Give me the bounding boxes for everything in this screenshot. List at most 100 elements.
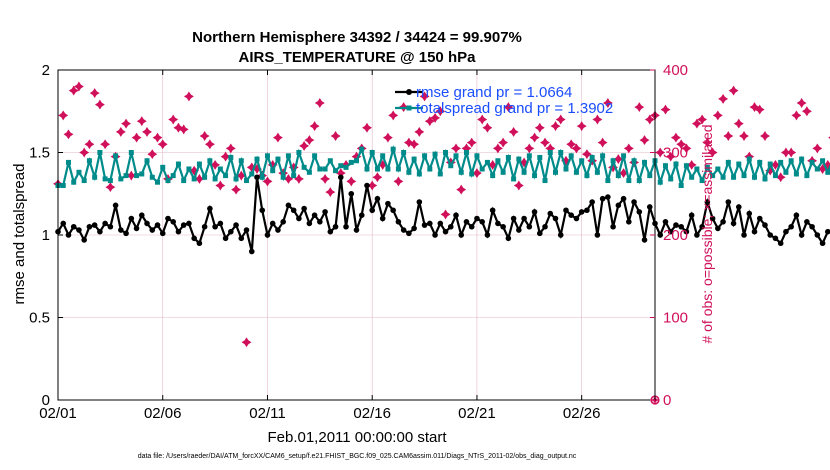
rmse-point <box>343 223 349 230</box>
x-tick-label: 02/01 <box>39 405 77 422</box>
totalspread-point <box>65 159 71 165</box>
totalspread-point <box>762 176 768 182</box>
totalspread-point <box>217 166 223 172</box>
obs-assimilated-point <box>419 91 430 102</box>
totalspread-point <box>453 153 459 159</box>
rmse-point <box>814 232 821 238</box>
totalspread-point <box>395 166 401 172</box>
rmse-point <box>463 219 470 225</box>
obs-assimilated-point <box>304 135 315 146</box>
totalspread-point <box>626 178 632 184</box>
rmse-point <box>311 212 318 218</box>
totalspread-point <box>757 159 763 165</box>
obs-assimilated-point <box>712 110 723 121</box>
totalspread-point <box>731 174 737 180</box>
rmse-point <box>285 202 292 209</box>
totalspread-point <box>102 176 108 182</box>
obs-assimilated-point <box>58 110 69 121</box>
totalspread-point <box>422 153 428 159</box>
totalspread-point <box>364 166 370 172</box>
totalspread-point <box>191 176 197 182</box>
obs-assimilated-point <box>372 172 383 183</box>
totalspread-point <box>144 158 150 164</box>
totalspread-point <box>432 151 438 157</box>
totalspread-point <box>809 159 815 165</box>
obs-assimilated-point <box>718 93 729 104</box>
obs-assimilated-point <box>183 91 194 102</box>
obs-assimilated-point <box>670 132 681 143</box>
totalspread-point <box>511 176 517 182</box>
rmse-point <box>646 204 653 210</box>
totalspread-point <box>788 158 794 164</box>
rmse-point <box>201 223 208 230</box>
rmse-point <box>631 199 637 205</box>
rmse-point <box>783 228 789 235</box>
rmse-point <box>547 210 554 217</box>
y-tick-label: 1 <box>42 227 50 244</box>
totalspread-point <box>579 158 585 164</box>
rmse-point <box>809 223 815 230</box>
obs-assimilated-point <box>697 114 708 125</box>
obs-assimilated-point <box>121 118 132 129</box>
obs-assimilated-point <box>760 131 770 141</box>
obs-assimilated-point <box>702 137 713 148</box>
totalspread-point <box>202 174 208 180</box>
rmse-point <box>228 228 234 235</box>
totalspread-point <box>128 150 134 155</box>
rmse-point <box>154 222 161 228</box>
obs-assimilated-point <box>299 140 310 151</box>
obs-assimilated-point <box>147 149 158 160</box>
x-tick-label: 02/06 <box>144 405 182 422</box>
rmse-point <box>673 222 679 228</box>
rmse-point <box>406 230 412 237</box>
obs-assimilated-point <box>68 85 79 96</box>
obs-assimilated-point <box>534 122 545 133</box>
obs-assimilated-point <box>550 121 561 132</box>
rmse-point <box>641 237 648 243</box>
rmse-point <box>369 207 376 214</box>
totalspread-point <box>563 166 569 172</box>
totalspread-point <box>547 150 553 155</box>
rmse-point <box>626 219 632 225</box>
rmse-point <box>804 219 810 225</box>
rmse-point <box>301 205 307 212</box>
totalspread-point <box>484 159 490 165</box>
rmse-point <box>186 220 192 227</box>
x-tick-label: 02/26 <box>563 405 601 422</box>
rmse-point <box>777 240 784 247</box>
x-tick-label: 02/11 <box>249 405 285 422</box>
rmse-point <box>479 219 485 225</box>
totalspread-point <box>134 173 140 179</box>
totalspread-point <box>479 166 485 172</box>
obs-assimilated-point <box>220 151 231 162</box>
rmse-point <box>688 212 695 218</box>
y-right-tick-label: 0 <box>663 392 671 409</box>
rmse-point <box>332 223 339 230</box>
rmse-point <box>102 220 108 227</box>
obs-assimilated-point <box>403 137 414 148</box>
rmse-point <box>767 232 774 238</box>
obs-assimilated-point <box>597 137 608 148</box>
totalspread-point <box>715 166 721 172</box>
rmse-point <box>589 199 595 205</box>
totalspread-point <box>312 153 318 159</box>
totalspread-point <box>720 174 726 180</box>
obs-assimilated-point <box>492 143 503 154</box>
rmse-point <box>395 219 402 225</box>
totalspread-point <box>348 159 354 165</box>
legend-rmse-label: rmse grand pr = 1.0664 <box>416 84 572 101</box>
totalspread-point <box>86 158 92 164</box>
rmse-point <box>379 215 386 222</box>
rmse-point <box>798 232 805 238</box>
rmse-point <box>557 232 564 238</box>
rmse-point <box>594 232 601 238</box>
obs-assimilated-point <box>325 187 336 198</box>
rmse-point <box>60 220 67 227</box>
totalspread-point <box>584 173 590 179</box>
x-tick-label: 02/21 <box>458 405 496 422</box>
totalspread-point <box>505 154 511 160</box>
totalspread-point <box>752 174 757 180</box>
obs-assimilated-point <box>602 98 613 108</box>
rmse-point <box>97 228 103 235</box>
obs-assimilated-point <box>430 112 441 123</box>
